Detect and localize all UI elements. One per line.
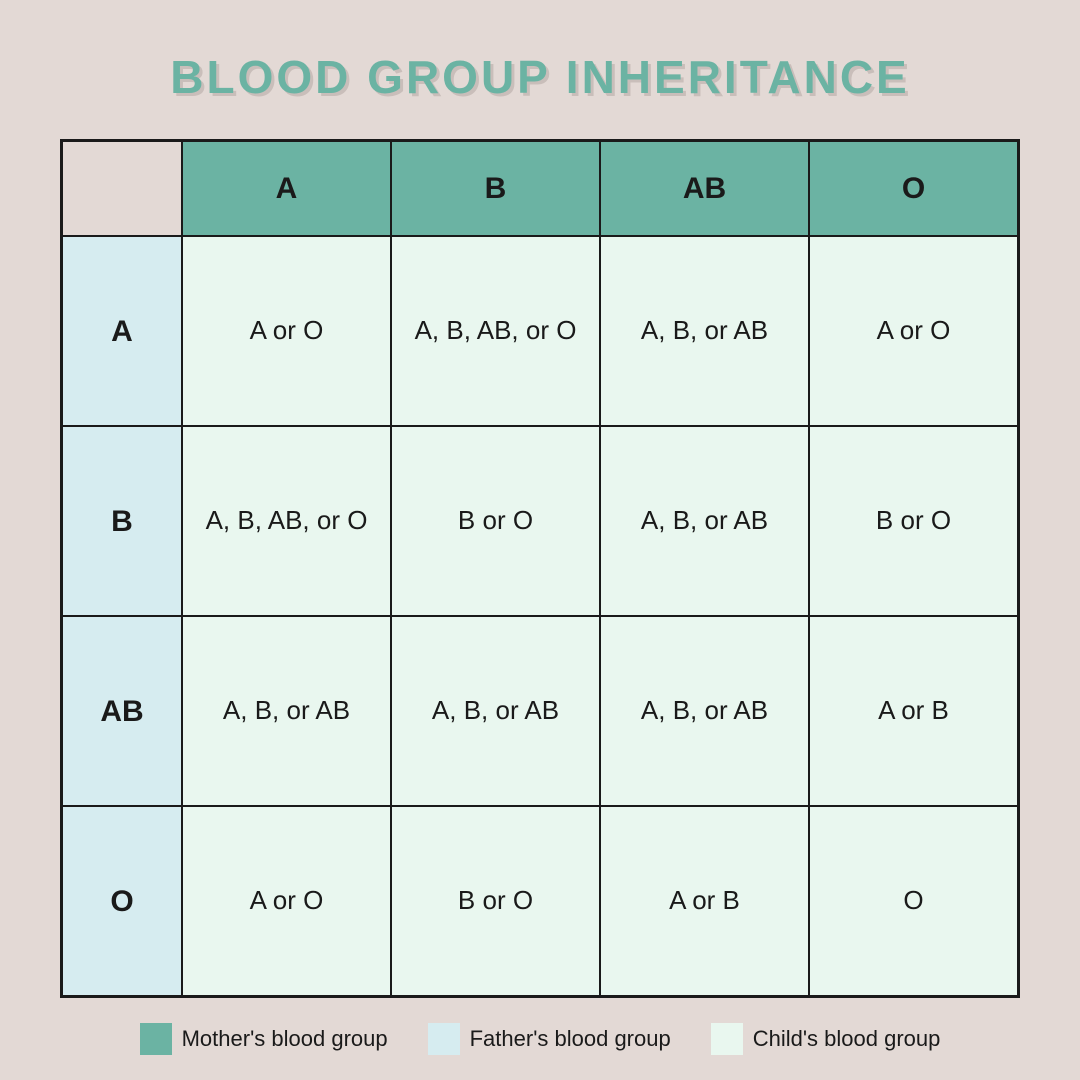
legend-swatch-mother <box>140 1023 172 1055</box>
table-cell: A or O <box>182 236 391 426</box>
col-header: O <box>809 141 1018 236</box>
row-header: A <box>62 236 182 426</box>
inheritance-table: ABABOAA or OA, B, AB, or OA, B, or ABA o… <box>60 139 1020 998</box>
page-title: BLOOD GROUP INHERITANCE <box>170 50 909 104</box>
table-cell: A or B <box>809 616 1018 806</box>
legend-item-child: Child's blood group <box>711 1023 941 1055</box>
col-header: B <box>391 141 600 236</box>
table-cell: B or O <box>809 426 1018 616</box>
row-header: AB <box>62 616 182 806</box>
table-cell: A, B, AB, or O <box>182 426 391 616</box>
row-header: O <box>62 806 182 996</box>
legend-swatch-father <box>428 1023 460 1055</box>
table-cell: A or O <box>809 236 1018 426</box>
table-cell: A, B, or AB <box>600 236 809 426</box>
legend-label-child: Child's blood group <box>753 1026 941 1052</box>
table-cell: A, B, AB, or O <box>391 236 600 426</box>
legend-item-father: Father's blood group <box>428 1023 671 1055</box>
table-cell: B or O <box>391 426 600 616</box>
table-cell: O <box>809 806 1018 996</box>
table-cell: A or O <box>182 806 391 996</box>
table-cell: B or O <box>391 806 600 996</box>
table-cell: A, B, or AB <box>182 616 391 806</box>
table-cell: A, B, or AB <box>600 616 809 806</box>
legend: Mother's blood group Father's blood grou… <box>140 1023 941 1055</box>
table-cell: A or B <box>600 806 809 996</box>
table-cell: A, B, or AB <box>600 426 809 616</box>
table-cell: A, B, or AB <box>391 616 600 806</box>
legend-label-mother: Mother's blood group <box>182 1026 388 1052</box>
table-corner <box>62 141 182 236</box>
legend-label-father: Father's blood group <box>470 1026 671 1052</box>
row-header: B <box>62 426 182 616</box>
legend-item-mother: Mother's blood group <box>140 1023 388 1055</box>
col-header: AB <box>600 141 809 236</box>
col-header: A <box>182 141 391 236</box>
legend-swatch-child <box>711 1023 743 1055</box>
